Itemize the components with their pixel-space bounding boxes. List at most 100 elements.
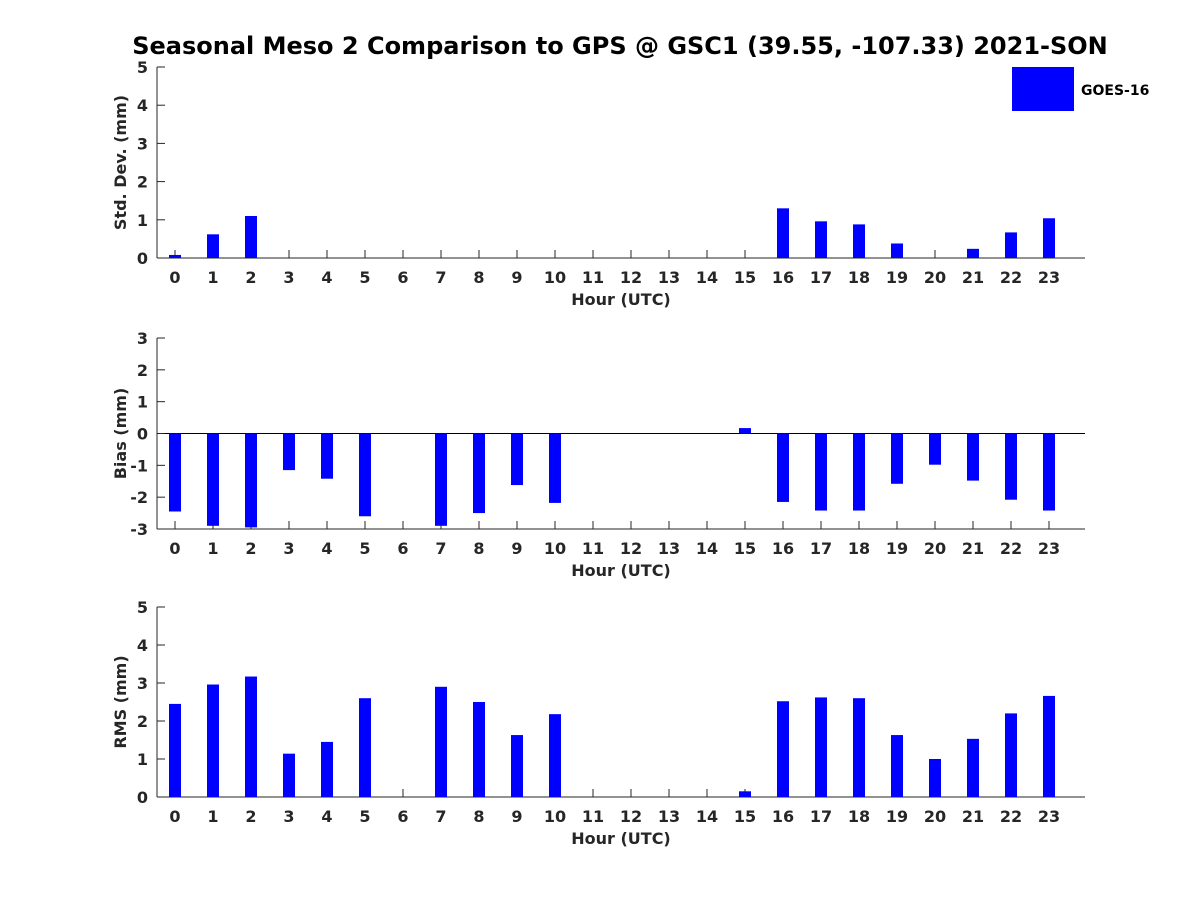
y-tick-label: 2 [137,173,148,192]
bar-hour-10 [549,714,561,797]
x-tick-label: 16 [772,807,794,826]
y-tick-label: 1 [137,211,148,230]
x-tick-label: 15 [734,807,756,826]
bar-hour-22 [1005,433,1017,500]
bar-hour-21 [967,248,979,258]
x-tick-label: 4 [321,807,332,826]
x-tick-label: 19 [886,807,908,826]
bar-hour-9 [511,735,523,797]
x-tick-label: 9 [511,807,522,826]
bar-hour-21 [967,433,979,481]
x-tick-label: 13 [658,807,680,826]
bar-hour-9 [511,433,523,486]
x-tick-label: 18 [848,807,870,826]
x-tick-label: 2 [245,807,256,826]
bar-hour-2 [245,676,257,797]
bar-hour-18 [853,433,865,511]
x-tick-label: 5 [359,539,370,558]
x-tick-label: 7 [435,268,446,287]
x-tick-label: 6 [397,539,408,558]
x-tick-label: 13 [658,268,680,287]
x-tick-label: 14 [696,807,718,826]
x-tick-label: 23 [1038,807,1060,826]
x-tick-label: 1 [207,268,218,287]
x-tick-label: 7 [435,807,446,826]
x-tick-label: 6 [397,268,408,287]
x-tick-label: 17 [810,807,832,826]
y-tick-label: 3 [137,134,148,153]
bar-hour-23 [1043,218,1055,258]
bar-hour-5 [359,433,371,517]
x-tick-label: 22 [1000,268,1022,287]
bar-hour-8 [473,702,485,797]
bar-hour-1 [207,433,219,526]
x-tick-label: 1 [207,539,218,558]
bar-hour-0 [169,254,181,258]
y-tick-label: 2 [137,712,148,731]
x-tick-label: 8 [473,268,484,287]
x-tick-label: 17 [810,539,832,558]
bar-hour-8 [473,433,485,514]
y-tick-label: -2 [130,488,148,507]
y-tick-label: 5 [137,58,148,77]
x-axis-label: Hour (UTC) [571,290,671,309]
bar-hour-20 [929,433,941,465]
x-tick-label: 11 [582,268,604,287]
bar-hour-0 [169,433,181,512]
y-tick-label: -3 [130,520,148,539]
y-tick-label: -1 [130,456,148,475]
x-tick-label: 19 [886,539,908,558]
x-tick-label: 5 [359,807,370,826]
bar-hour-18 [853,698,865,797]
bar-hour-2 [245,215,257,258]
y-tick-label: 1 [137,393,148,412]
x-tick-label: 21 [962,268,984,287]
x-tick-label: 8 [473,539,484,558]
bar-hour-17 [815,221,827,258]
x-tick-label: 21 [962,807,984,826]
y-tick-label: 3 [137,329,148,348]
bar-hour-19 [891,243,903,258]
bar-hour-20 [929,759,941,797]
x-tick-label: 4 [321,268,332,287]
x-tick-label: 16 [772,268,794,287]
x-tick-label: 20 [924,807,946,826]
x-tick-label: 22 [1000,539,1022,558]
x-tick-label: 14 [696,539,718,558]
bar-hour-22 [1005,713,1017,797]
x-tick-label: 0 [169,268,180,287]
x-tick-label: 2 [245,539,256,558]
x-tick-label: 10 [544,539,566,558]
y-tick-label: 0 [137,249,148,268]
y-tick-label: 0 [137,788,148,807]
legend-label-goes-16: GOES-16 [1081,83,1149,99]
bar-hour-1 [207,684,219,797]
y-tick-label: 2 [137,361,148,380]
x-tick-label: 3 [283,268,294,287]
bar-hour-16 [777,433,789,502]
x-tick-label: 18 [848,268,870,287]
bar-hour-1 [207,234,219,258]
legend: GOES-16 [1012,67,1149,111]
y-axis-label: Std. Dev. (mm) [111,95,130,230]
x-tick-label: 21 [962,539,984,558]
y-axis-label: Bias (mm) [111,388,130,480]
x-tick-label: 2 [245,268,256,287]
x-axis-label: Hour (UTC) [571,561,671,580]
x-tick-label: 9 [511,539,522,558]
y-tick-label: 3 [137,674,148,693]
x-tick-label: 12 [620,807,642,826]
bar-hour-19 [891,735,903,797]
x-tick-label: 10 [544,807,566,826]
x-tick-label: 23 [1038,268,1060,287]
bar-hour-7 [435,433,447,526]
x-tick-label: 20 [924,539,946,558]
x-tick-label: 0 [169,539,180,558]
bar-hour-19 [891,433,903,484]
y-tick-label: 5 [137,598,148,617]
x-tick-label: 12 [620,268,642,287]
x-tick-label: 18 [848,539,870,558]
bar-hour-0 [169,703,181,797]
